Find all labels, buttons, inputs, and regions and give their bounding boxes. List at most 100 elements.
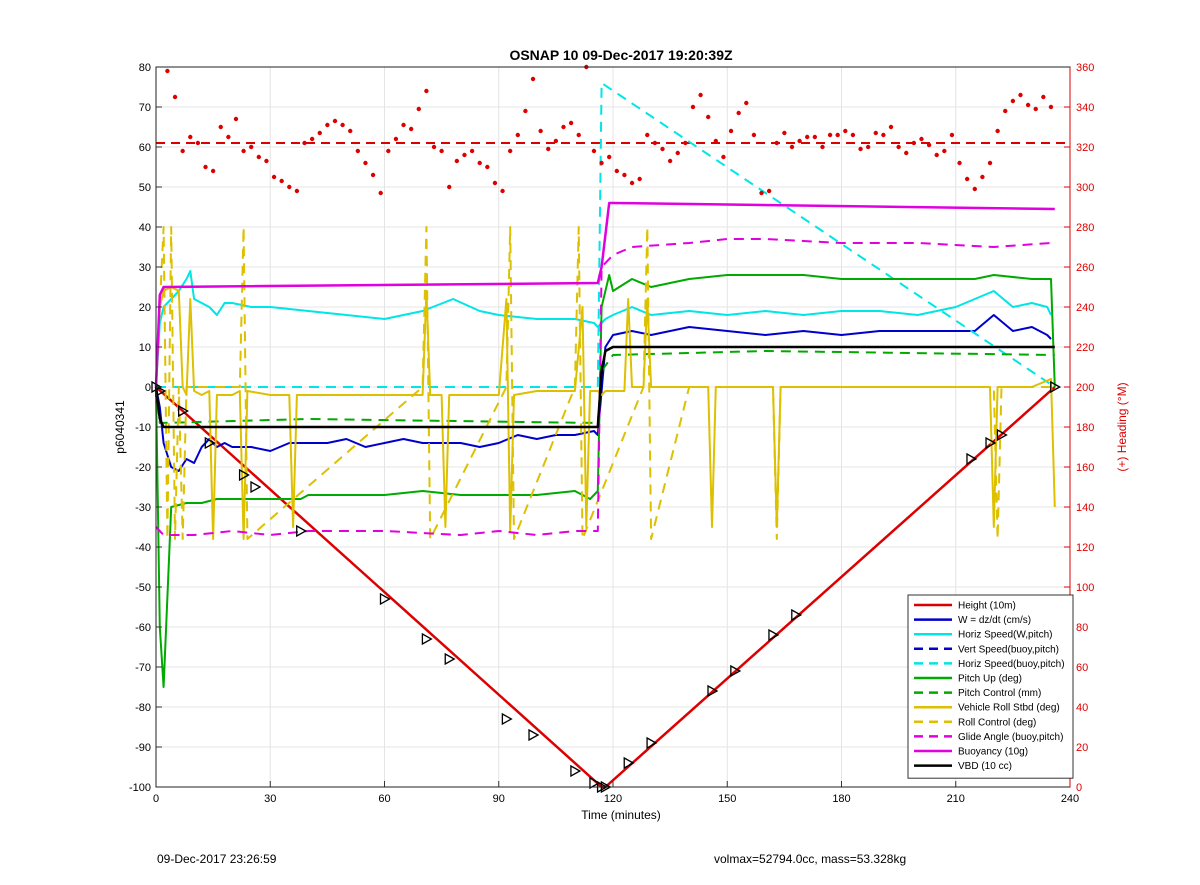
heading-point (424, 88, 429, 94)
y-tick-label: -100 (129, 782, 151, 794)
heading-point (904, 150, 909, 156)
heading-point (789, 144, 795, 150)
heading-point (706, 114, 711, 120)
heading-point (180, 148, 185, 154)
heading-point (797, 138, 802, 144)
y-tick-label: -40 (135, 542, 151, 554)
heading-point (401, 122, 406, 128)
heading-point (812, 134, 818, 140)
legend-label: Horiz Speed(W,pitch) (958, 630, 1052, 641)
heading-point (279, 178, 284, 184)
heading-point (454, 158, 460, 164)
heading-point (325, 122, 330, 128)
heading-point (523, 108, 528, 114)
legend-label: W = dz/dt (cm/s) (958, 615, 1031, 626)
series-line (154, 345, 1055, 429)
legend-label: Glide Angle (buoy,pitch) (958, 732, 1063, 743)
y2-tick-label: 280 (1076, 222, 1094, 234)
heading-point (546, 146, 551, 152)
heading-point (934, 152, 939, 158)
x-tick-label: 210 (947, 793, 965, 805)
heading-point (210, 168, 216, 174)
heading-point (1033, 106, 1038, 112)
y-tick-label: 30 (139, 262, 151, 274)
x-tick-label: 30 (264, 793, 276, 805)
series-line (155, 270, 1052, 388)
heading-point (462, 152, 467, 158)
heading-point (698, 92, 703, 98)
y2-tick-label: 60 (1076, 662, 1088, 674)
heading-point (911, 140, 917, 146)
x-tick-label: 240 (1061, 793, 1079, 805)
height-marker (768, 628, 780, 642)
heading-point (226, 134, 231, 140)
height-marker (204, 436, 216, 450)
heading-point (827, 132, 833, 138)
height-marker (238, 468, 250, 482)
y-tick-label: -80 (135, 702, 151, 714)
heading-point (1010, 98, 1016, 104)
heading-point (530, 76, 536, 82)
heading-point (500, 188, 505, 194)
heading-point (439, 148, 444, 154)
y2-tick-label: 240 (1076, 302, 1094, 314)
heading-point (355, 148, 361, 154)
height-marker (646, 736, 658, 750)
heading-point (294, 188, 300, 194)
series-line (155, 286, 1056, 540)
series-line (155, 274, 1056, 688)
y2-tick-label: 260 (1076, 262, 1094, 274)
heading-point (553, 138, 559, 144)
legend-label: Pitch Control (mm) (958, 688, 1041, 699)
y-tick-label: -70 (135, 662, 151, 674)
y2-tick-label: 200 (1076, 382, 1094, 394)
y-tick-label: -10 (135, 422, 151, 434)
height-marker (421, 632, 433, 646)
heading-point (515, 132, 520, 138)
height-marker (966, 452, 978, 466)
legend-box (907, 594, 1074, 779)
heading-point (431, 144, 437, 150)
height-marker (623, 756, 635, 770)
heading-point (233, 116, 239, 122)
heading-point (736, 110, 741, 116)
y2-axis-label: (+) Heading (°M) (1115, 382, 1129, 471)
heading-point (667, 158, 673, 164)
heading-point (317, 130, 322, 136)
series-line (155, 226, 1055, 540)
legend-label: Pitch Up (deg) (958, 674, 1022, 685)
heading-point (995, 128, 1000, 134)
y-tick-label: 0 (145, 382, 151, 394)
x-axis-label: Time (minutes) (581, 808, 661, 822)
heading-point (1003, 108, 1008, 114)
heading-point (485, 164, 490, 170)
height-marker (1050, 380, 1062, 394)
y-tick-label: -50 (135, 582, 151, 594)
height-marker (296, 524, 308, 538)
heading-point (751, 132, 757, 138)
height-marker (730, 664, 742, 678)
heading-point (865, 144, 871, 150)
heading-point (370, 172, 376, 178)
heading-point (805, 134, 810, 140)
y2-tick-label: 160 (1076, 462, 1094, 474)
y2-tick-label: 40 (1076, 702, 1088, 714)
heading-point (1018, 92, 1023, 98)
y-tick-label: 60 (139, 142, 151, 154)
heading-point (721, 154, 726, 160)
heading-point (477, 160, 482, 166)
height-marker (379, 592, 391, 606)
heading-point (949, 132, 955, 138)
heading-point (188, 134, 193, 140)
height-marker (791, 608, 803, 622)
heading-point (302, 140, 307, 146)
heading-point (576, 132, 581, 138)
heading-point (645, 132, 650, 138)
heading-point (675, 150, 680, 156)
heading-point (972, 186, 977, 192)
heading-point (249, 144, 254, 150)
y2-tick-label: 0 (1076, 782, 1082, 794)
x-tick-label: 180 (832, 793, 850, 805)
heading-point (690, 104, 696, 110)
